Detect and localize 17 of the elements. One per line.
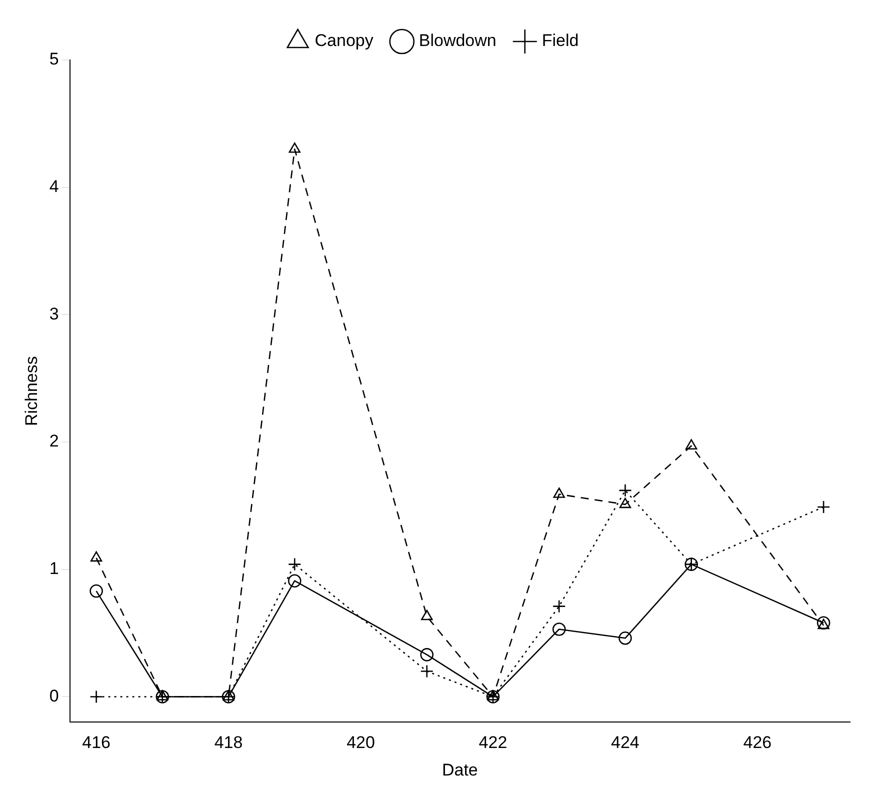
y-tick-label: 5 [49, 50, 59, 69]
y-tick-label: 4 [49, 177, 59, 196]
y-tick-label: 2 [49, 432, 59, 451]
y-tick-label: 3 [49, 304, 59, 324]
x-tick-label: 422 [478, 733, 508, 752]
x-tick-label: 424 [611, 733, 640, 752]
y-tick-label: 1 [49, 559, 59, 578]
legend-label: Canopy [314, 31, 374, 50]
y-tick-label: 0 [49, 686, 59, 706]
legend-label: Blowdown [418, 31, 496, 50]
x-tick-label: 420 [346, 733, 375, 752]
x-tick-label: 426 [743, 733, 772, 752]
x-axis-title: Date [442, 760, 478, 780]
legend-label: Field [542, 31, 579, 50]
y-axis-title: Richness [22, 356, 41, 426]
x-tick-label: 418 [214, 733, 243, 752]
x-tick-label: 416 [82, 733, 110, 752]
